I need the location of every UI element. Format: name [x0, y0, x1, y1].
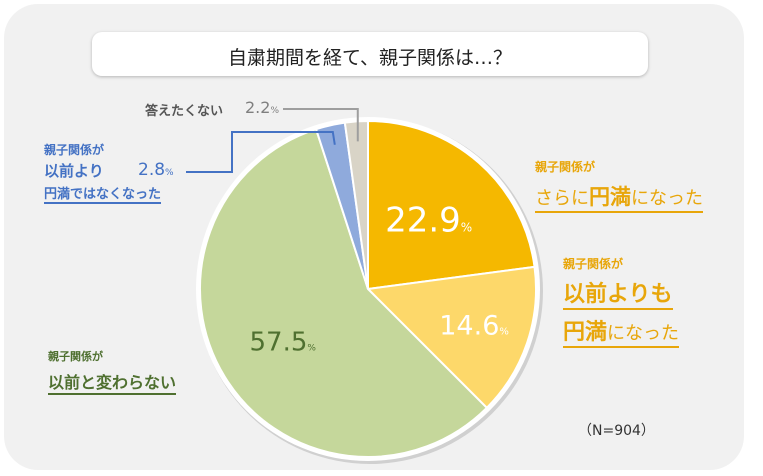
pie-slice-no-answer	[343, 119, 369, 290]
label-no-answer: 答えたくない	[145, 104, 224, 119]
chart-title: 自粛期間を経て、親子関係は…？	[227, 47, 513, 69]
label-more-harmonious-c: になった	[631, 188, 703, 209]
label-more-than-before-line3: 円満になった	[563, 314, 680, 348]
label-less-harmonious: 親子関係が 以前より 円満ではなくなった	[44, 141, 162, 204]
label-unchanged: 親子関係が 以前と変わらない	[48, 348, 177, 395]
value-no-answer: 2.2%	[245, 98, 279, 117]
value-more-harmonious: 22.9%	[385, 201, 472, 241]
label-more-than-before: 親子関係が 以前よりも 円満になった	[563, 255, 680, 348]
label-more-harmonious-a: さらに	[535, 188, 589, 209]
label-more-than-before-prefix: 親子関係が	[563, 257, 624, 271]
value-unchanged: 57.5%	[250, 327, 317, 357]
label-less-harmonious-line3: 円満ではなくなった	[44, 183, 162, 204]
label-more-harmonious-prefix: 親子関係が	[535, 160, 596, 174]
leader-line-less-harmonious	[186, 131, 336, 173]
pie-slice-unchanged	[199, 127, 489, 458]
leader-line-no-answer	[283, 108, 359, 142]
label-less-harmonious-line2: 以前より	[44, 162, 104, 180]
value-less-harmonious-unit: %	[165, 168, 174, 178]
label-more-than-before-line3-a: 円満	[563, 320, 608, 345]
title-box: 自粛期間を経て、親子関係は…？	[92, 32, 648, 76]
sample-size-note: （N=904）	[578, 423, 655, 439]
value-no-answer-number: 2.2	[245, 98, 271, 117]
label-unchanged-prefix: 親子関係が	[48, 350, 103, 363]
value-more-than-before: 14.6%	[439, 310, 509, 341]
label-more-harmonious-b: 円満	[589, 185, 631, 209]
label-more-than-before-line2: 以前よりも	[563, 276, 673, 310]
value-no-answer-unit: %	[270, 106, 280, 116]
label-more-harmonious: 親子関係が さらに円満になった	[535, 158, 703, 213]
pie-slice-more-than-before	[365, 265, 537, 410]
label-unchanged-text: 以前と変わらない	[48, 369, 177, 395]
value-less-harmonious: 2.8%	[138, 160, 174, 180]
label-more-than-before-line3-b: になった	[607, 323, 680, 344]
label-more-harmonious-text: さらに円満になった	[535, 181, 703, 213]
label-less-harmonious-prefix: 親子関係が	[44, 143, 105, 157]
value-less-harmonious-number: 2.8	[138, 160, 166, 180]
pie-slice-more-harmonious	[367, 119, 536, 291]
